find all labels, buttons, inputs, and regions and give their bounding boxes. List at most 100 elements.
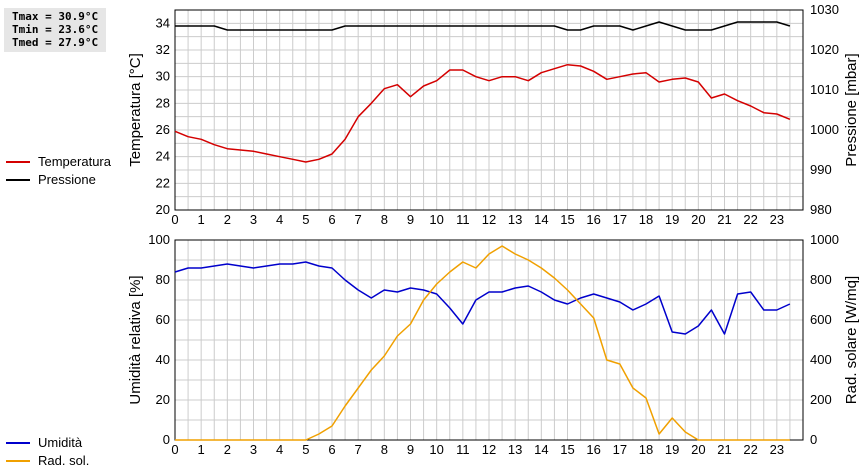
x-tick-label: 16 xyxy=(586,442,600,457)
y-tick-label: 22 xyxy=(156,175,170,190)
tmax-label: Tmax = 30.9°C xyxy=(12,10,99,23)
y-tick-label: 20 xyxy=(156,202,170,217)
y-axis-title: Temperatura [°C] xyxy=(127,53,144,167)
x-tick-label: 8 xyxy=(381,212,388,227)
x-tick-label: 0 xyxy=(171,212,178,227)
legend-pressure: Pressione xyxy=(6,172,96,187)
x-tick-label: 2 xyxy=(224,442,231,457)
x-tick-label: 9 xyxy=(407,442,414,457)
x-tick-label: 17 xyxy=(613,212,627,227)
plot-frame xyxy=(174,239,804,441)
panel-0: 0 1 2 3 4 5 6 7 8 9 10 11 12 13 14 15 16 17 18 19 20 21 22 2320… xyxy=(127,2,860,227)
y2-tick-label: 980 xyxy=(810,202,832,217)
pressure-swatch xyxy=(6,178,30,181)
x-tick-label: 23 xyxy=(770,442,784,457)
x-tick-label: 11 xyxy=(456,212,470,227)
x-tick-label: 5 xyxy=(302,442,309,457)
y-tick-label: 34 xyxy=(156,15,170,30)
legend-humidity-label: Umidità xyxy=(38,435,83,450)
legend-pressure-label: Pressione xyxy=(38,172,96,187)
y2-tick-label: 1020 xyxy=(810,42,839,57)
x-tick-label: 22 xyxy=(743,442,757,457)
x-tick-label: 23 xyxy=(770,212,784,227)
x-tick-label: 18 xyxy=(639,212,653,227)
y-tick-label: 28 xyxy=(156,95,170,110)
x-tick-label: 8 xyxy=(381,442,388,457)
x-tick-label: 14 xyxy=(534,442,548,457)
x-tick-label: 21 xyxy=(717,212,731,227)
x-tick-label: 1 xyxy=(198,212,205,227)
series-line-pressione xyxy=(175,21,791,31)
legend-temperature: Temperatura xyxy=(6,154,111,169)
x-tick-label: 4 xyxy=(276,442,283,457)
x-tick-label: 21 xyxy=(717,442,731,457)
x-tick-label: 15 xyxy=(560,212,574,227)
y-tick-label: 60 xyxy=(156,312,170,327)
legend-temperature-label: Temperatura xyxy=(38,154,111,169)
x-tick-label: 3 xyxy=(250,442,257,457)
series-line-temperatura xyxy=(174,63,791,163)
y2-tick-label: 800 xyxy=(810,272,832,287)
y-tick-label: 26 xyxy=(156,122,170,137)
y-tick-label: 32 xyxy=(156,42,170,57)
temperature-swatch xyxy=(6,160,30,163)
x-tick-label: 12 xyxy=(482,442,496,457)
y2-tick-label: 1000 xyxy=(810,232,839,247)
x-tick-label: 16 xyxy=(586,212,600,227)
x-tick-label: 13 xyxy=(508,212,522,227)
y2-axis-title: Rad. solare [W/mq] xyxy=(843,276,860,404)
y2-tick-label: 1000 xyxy=(810,122,839,137)
legend-humidity: Umidità xyxy=(6,435,82,450)
x-tick-label: 7 xyxy=(355,212,362,227)
stats-box: Tmax = 30.9°C Tmin = 23.6°C Tmed = 27.9°… xyxy=(4,8,106,52)
y2-tick-label: 990 xyxy=(810,162,832,177)
plot-frame xyxy=(174,9,804,211)
humidity-swatch xyxy=(6,441,30,444)
x-tick-label: 5 xyxy=(302,212,309,227)
y2-tick-label: 600 xyxy=(810,312,832,327)
x-tick-label: 14 xyxy=(534,212,548,227)
x-tick-label: 10 xyxy=(429,442,443,457)
x-tick-label: 10 xyxy=(429,212,443,227)
x-tick-label: 9 xyxy=(407,212,414,227)
x-tick-label: 3 xyxy=(250,212,257,227)
y-tick-label: 40 xyxy=(156,352,170,367)
x-tick-label: 7 xyxy=(355,442,362,457)
series-line-rad-sol- xyxy=(175,245,790,441)
x-tick-label: 6 xyxy=(328,442,335,457)
x-tick-label: 1 xyxy=(198,442,205,457)
x-tick-label: 18 xyxy=(639,442,653,457)
series-line-umidit- xyxy=(174,261,791,335)
y2-tick-label: 0 xyxy=(810,432,817,447)
x-tick-label: 11 xyxy=(456,442,470,457)
y-tick-label: 80 xyxy=(156,272,170,287)
x-tick-label: 0 xyxy=(171,442,178,457)
panel-1: 0 1 2 3 4 5 6 7 8 9 10 11 12 13 14 15 16 17 18 19 20 21 22 2302… xyxy=(127,232,860,457)
x-tick-label: 15 xyxy=(560,442,574,457)
x-tick-label: 2 xyxy=(224,212,231,227)
y2-tick-label: 1030 xyxy=(810,2,839,17)
x-tick-label: 20 xyxy=(691,442,705,457)
x-tick-label: 4 xyxy=(276,212,283,227)
y2-axis-title: Pressione [mbar] xyxy=(843,53,860,166)
x-tick-label: 17 xyxy=(613,442,627,457)
y-tick-label: 24 xyxy=(156,149,170,164)
tmed-label: Tmed = 27.9°C xyxy=(12,36,99,49)
x-tick-label: 6 xyxy=(328,212,335,227)
y2-tick-label: 400 xyxy=(810,352,832,367)
y-tick-label: 20 xyxy=(156,392,170,407)
x-tick-label: 19 xyxy=(665,442,679,457)
y-tick-label: 0 xyxy=(163,432,170,447)
x-tick-label: 20 xyxy=(691,212,705,227)
x-tick-label: 13 xyxy=(508,442,522,457)
y2-tick-label: 1010 xyxy=(810,82,839,97)
y2-tick-label: 200 xyxy=(810,392,832,407)
tmin-label: Tmin = 23.6°C xyxy=(12,23,99,36)
x-tick-label: 22 xyxy=(743,212,757,227)
y-tick-label: 100 xyxy=(148,232,170,247)
x-tick-label: 12 xyxy=(482,212,496,227)
y-axis-title: Umidità relativa [%] xyxy=(127,275,144,404)
y-tick-label: 30 xyxy=(156,69,170,84)
x-tick-label: 19 xyxy=(665,212,679,227)
